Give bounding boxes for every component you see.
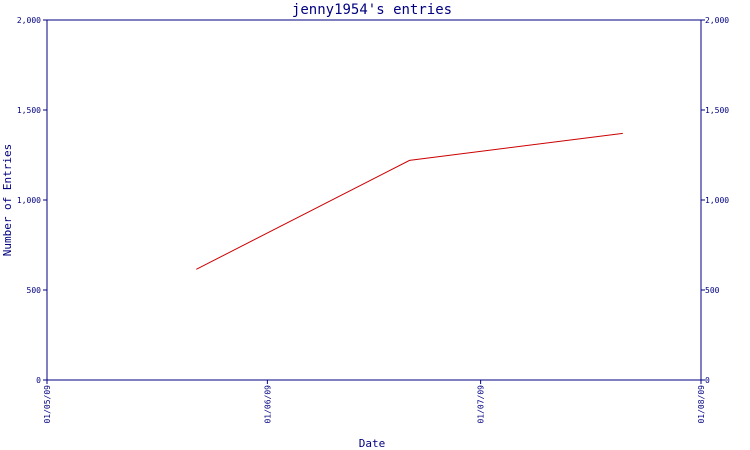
y-tick-label-right: 0: [705, 376, 710, 385]
y-tick-label-right: 1,000: [705, 196, 729, 205]
series-line: [196, 132, 623, 270]
y-tick-label-right: 1,500: [705, 106, 729, 115]
x-tick-label: 01/06/09: [263, 385, 272, 424]
y-tick-label-right: 2,000: [705, 16, 729, 25]
chart-title: jenny1954's entries: [292, 2, 452, 18]
series-layer: [196, 132, 623, 270]
y-tick-label-left: 500: [27, 286, 42, 295]
y-tick-label-right: 500: [705, 286, 720, 295]
plot-frame: [46, 19, 702, 381]
x-axis-label: Date: [359, 437, 386, 450]
y-tick-label-left: 1,500: [17, 106, 41, 115]
y-tick-label-left: 2,000: [17, 16, 41, 25]
x-axis: 01/05/09 01/06/09 01/07/09 01/08/09: [43, 380, 706, 424]
y-tick-label-left: 1,000: [17, 196, 41, 205]
x-tick-label: 01/07/09: [477, 385, 486, 424]
x-tick-label: 01/05/09: [43, 385, 52, 424]
y-axis-label: Number of Entries: [1, 144, 14, 257]
x-tick-label: 01/08/09: [697, 385, 706, 424]
y-axis-right: 0 500 1,000 1,500 2,000: [701, 16, 729, 385]
y-tick-label-left: 0: [36, 376, 41, 385]
y-axis-left: 0 500 1,000 1,500 2,000: [17, 16, 47, 385]
